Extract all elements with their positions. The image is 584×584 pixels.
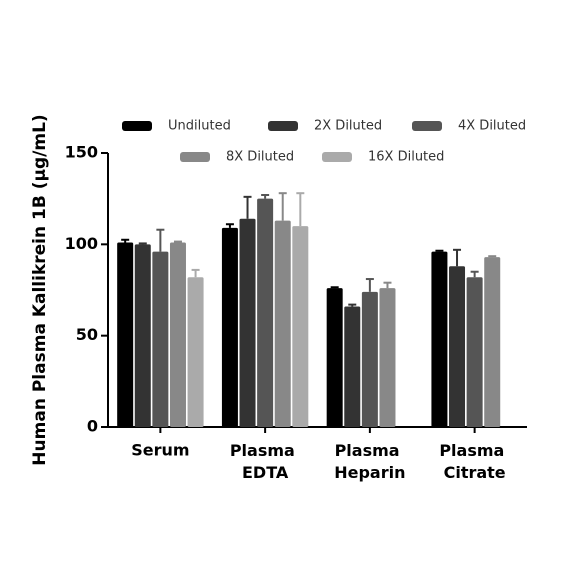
error-bar [488, 255, 497, 258]
bar [326, 288, 343, 427]
error-bar [191, 268, 200, 278]
legend-label: 16X Diluted [368, 150, 444, 165]
x-tick-label: Serum [131, 441, 189, 460]
error-bar [156, 228, 165, 252]
bar [449, 266, 466, 427]
y-axis-label: Human Plasma Kallikrein 1B (μg/mL) [30, 114, 50, 465]
bar [221, 227, 238, 427]
bar [257, 198, 274, 427]
bar [134, 244, 151, 427]
bar [169, 242, 186, 427]
legend-swatch [268, 121, 298, 131]
legend-label: 4X Diluted [458, 119, 526, 134]
error-bar [330, 286, 339, 289]
bar [292, 226, 309, 427]
legend-label: Undiluted [168, 119, 231, 134]
bar [117, 242, 134, 427]
legend-label: 2X Diluted [314, 119, 382, 134]
bar [187, 277, 204, 427]
error-bar [225, 223, 234, 228]
y-tick-label: 100 [65, 234, 98, 253]
error-bar [261, 194, 270, 199]
legend-label: 8X Diluted [226, 150, 294, 165]
x-tick-label: Plasma EDTA [230, 441, 301, 482]
bar [361, 291, 378, 427]
legend-swatch [322, 152, 352, 162]
bar [379, 288, 396, 427]
y-tick-label: 150 [65, 143, 98, 162]
bar [431, 251, 448, 427]
error-bar [296, 192, 305, 227]
error-bar [365, 278, 374, 292]
bar [484, 257, 501, 427]
bar [466, 277, 483, 427]
bar [239, 218, 256, 427]
x-tick-label: Plasma Citrate [439, 441, 510, 482]
x-tick-label: Plasma Heparin [334, 441, 405, 482]
error-bar [121, 238, 130, 243]
error-bar [383, 281, 392, 289]
legend-swatch [180, 152, 210, 162]
error-bar [173, 240, 182, 243]
bar [344, 306, 361, 427]
legend-swatch [122, 121, 152, 131]
error-bar [243, 195, 252, 219]
legend-swatch [412, 121, 442, 131]
error-bar [453, 248, 462, 267]
error-bar [348, 303, 357, 307]
y-tick-label: 0 [87, 417, 98, 436]
error-bar [470, 270, 479, 278]
error-bar [435, 249, 444, 252]
y-tick-label: 50 [76, 325, 98, 344]
bar [152, 251, 169, 427]
error-bar [278, 192, 287, 221]
error-bar [138, 242, 147, 245]
bar [274, 220, 291, 427]
